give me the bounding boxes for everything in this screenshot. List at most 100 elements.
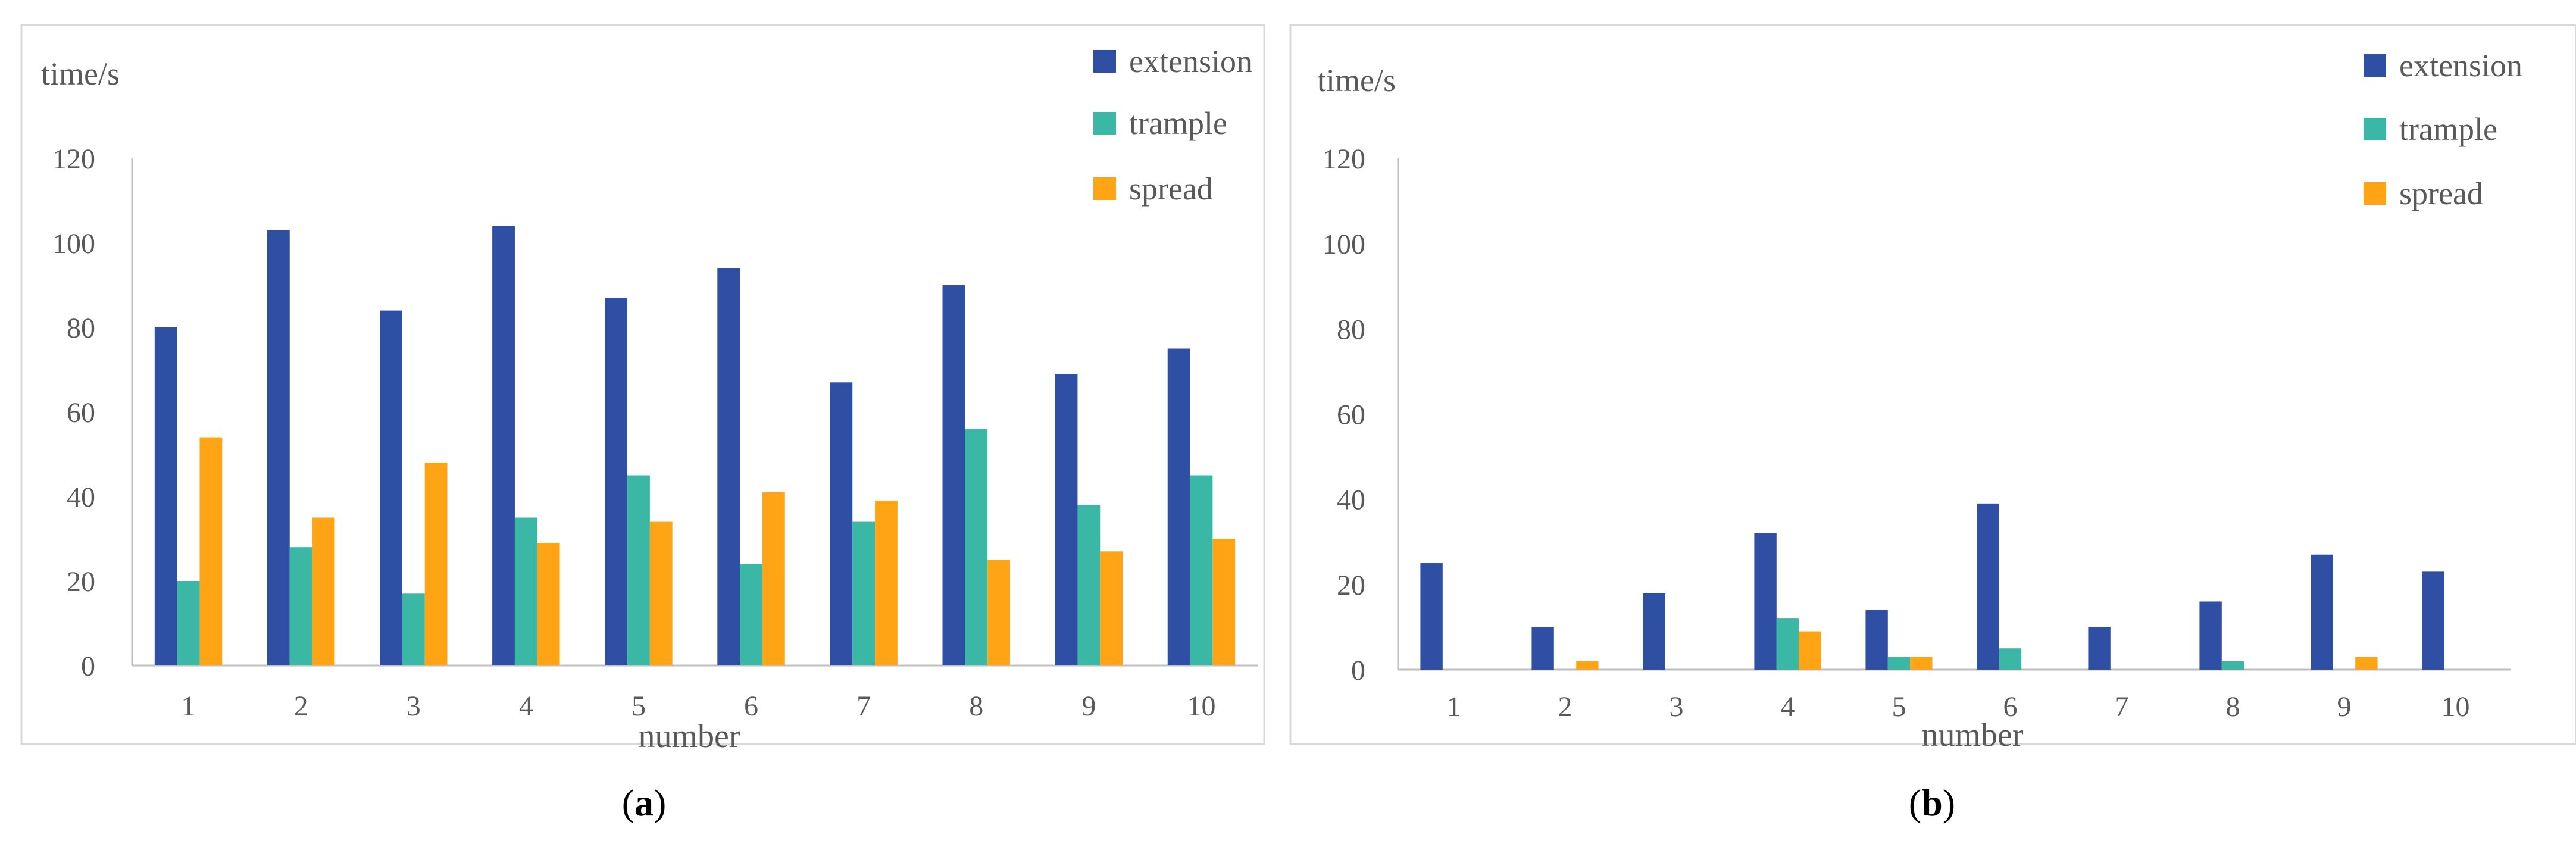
chart-b-y-tick-label: 80: [1337, 314, 1365, 345]
chart-a-bar-trample-6: [740, 564, 762, 665]
chart-b-bar-spread-9: [2355, 657, 2378, 670]
chart-b-bar-extension-3: [1643, 593, 1665, 670]
chart-a-x-tick-label: 3: [407, 690, 421, 722]
chart-a-legend-label-trample: trample: [1129, 105, 1227, 141]
chart-a-y-axis-title: time/s: [41, 56, 120, 92]
chart-b-bar-extension-2: [1531, 627, 1554, 670]
chart-b-bar-spread-4: [1799, 631, 1821, 670]
chart-b-bar-extension-1: [1420, 563, 1443, 670]
chart-b-x-tick-label: 9: [2337, 691, 2352, 723]
chart-a-bar-extension-8: [942, 285, 965, 665]
chart-a-bar-extension-7: [830, 382, 853, 665]
chart-a-bar-extension-10: [1167, 348, 1190, 665]
chart-a-bar-spread-8: [987, 560, 1010, 665]
chart-a-legend-label-spread: spread: [1129, 171, 1213, 207]
chart-a-bar-extension-2: [267, 230, 290, 665]
chart-b-svg: 0 20 40 60 80 100 120 time/s 1 2 3 4 5 6 7 8 9 10 number ex…: [1289, 24, 2576, 824]
chart-a-bar-trample-1: [177, 581, 200, 665]
chart-b-bar-trample-4: [1776, 618, 1799, 670]
chart-a-bar-spread-10: [1212, 539, 1236, 665]
chart-b-x-tick-label: 5: [1892, 691, 1906, 723]
chart-a-y-tick-label: 120: [52, 143, 95, 175]
chart-a-legend-swatch-spread: [1093, 177, 1116, 200]
chart-a-y-tick-label: 0: [81, 651, 95, 682]
chart-a-y-tick-label: 100: [52, 228, 95, 260]
chart-a-legend-swatch-extension: [1093, 50, 1116, 73]
chart-b-legend-swatch-trample: [2364, 118, 2386, 140]
chart-a-bar-spread-4: [537, 543, 560, 665]
chart-b-bar-trample-8: [2221, 661, 2244, 670]
chart-b-bar-extension-5: [1865, 610, 1888, 670]
chart-a-y-tick-label: 40: [67, 482, 95, 513]
chart-b-x-tick-label: 8: [2226, 691, 2240, 723]
chart-b-frame: [1289, 24, 2576, 745]
chart-a-bar-extension-5: [605, 298, 628, 665]
chart-a-bar-spread-1: [199, 437, 223, 665]
chart-b-x-axis-title: number: [1921, 717, 2023, 754]
chart-a-y-tick-label: 20: [67, 566, 95, 598]
chart-b-legend-label-trample: trample: [2399, 111, 2497, 147]
chart-b-bar-trample-6: [1999, 648, 2022, 670]
chart-b-bar-trample-5: [1887, 657, 1911, 670]
chart-a-bar-extension-9: [1055, 374, 1078, 665]
chart-b-y-tick-label: 20: [1337, 570, 1365, 601]
chart-panel-b: 0 20 40 60 80 100 120 time/s 1 2 3 4 5 6 7 8 9 10 number ex…: [1288, 0, 2576, 853]
chart-b-y-tick-label: 120: [1323, 143, 1365, 175]
chart-a-bar-trample-7: [852, 521, 876, 665]
chart-b-caption: (b): [1909, 782, 1955, 824]
chart-a-x-axis-title: number: [638, 718, 740, 755]
chart-a-x-tick-label: 1: [182, 690, 196, 722]
chart-a-caption: (a): [622, 782, 667, 824]
chart-b-x-tick-label: 4: [1781, 691, 1795, 723]
chart-b-x-tick-label: 3: [1670, 691, 1684, 723]
chart-b-bar-extension-8: [2199, 601, 2222, 670]
chart-panel-a: 0 20 40 60 80 100 120 time/s 1 2 3 4 5 6 7 8 9 10 number ex…: [20, 24, 1265, 824]
chart-a-legend-label-extension: extension: [1129, 43, 1252, 79]
chart-a-x-tick-label: 5: [632, 690, 646, 722]
chart-a-x-tick-label: 4: [519, 690, 533, 722]
chart-a-x-tick-label: 9: [1081, 690, 1096, 722]
chart-b-bar-extension-10: [2422, 571, 2444, 670]
chart-a-y-tick-label: 80: [67, 313, 95, 344]
chart-b-y-tick-label: 0: [1351, 655, 1365, 686]
chart-b-x-tick-label: 6: [2003, 691, 2018, 723]
chart-a-bar-trample-3: [402, 593, 425, 665]
chart-b-x-tick-label: 1: [1447, 691, 1461, 723]
chart-a-frame: [20, 24, 1265, 745]
chart-a-bar-spread-9: [1100, 551, 1123, 665]
chart-a-svg: 0 20 40 60 80 100 120 time/s 1 2 3 4 5 6 7 8 9 10 number ex…: [20, 24, 1265, 824]
chart-a-bar-spread-3: [424, 463, 448, 665]
chart-a-bar-trample-4: [514, 517, 537, 665]
chart-b-bar-extension-7: [2088, 627, 2111, 670]
chart-b-legend-label-extension: extension: [2399, 48, 2522, 83]
chart-a-bar-extension-3: [380, 310, 402, 665]
chart-a-bar-spread-7: [875, 501, 898, 665]
chart-a-bar-trample-5: [627, 475, 650, 665]
chart-a-bar-trample-8: [965, 429, 988, 665]
chart-b-bar-spread-2: [1576, 661, 1599, 670]
chart-a-bar-spread-2: [312, 517, 335, 665]
chart-a-bar-extension-1: [154, 327, 177, 665]
chart-a-bar-extension-6: [717, 268, 740, 666]
chart-a-bar-trample-9: [1077, 505, 1101, 665]
chart-b-x-tick-label: 7: [2115, 691, 2129, 723]
chart-a-bar-spread-5: [649, 521, 673, 665]
chart-a-y-tick-label: 60: [67, 397, 95, 429]
chart-b-x-tick-label: 10: [2441, 691, 2470, 723]
chart-a-bar-trample-2: [289, 547, 312, 665]
chart-a-x-tick-label: 7: [856, 690, 871, 722]
chart-a-x-tick-label: 8: [969, 690, 983, 722]
chart-b-bar-extension-9: [2311, 554, 2333, 670]
chart-a-legend-swatch-trample: [1093, 112, 1116, 135]
chart-a-x-tick-label: 6: [744, 690, 758, 722]
chart-b-bar-extension-6: [1977, 503, 1999, 670]
chart-b-bar-extension-4: [1754, 533, 1777, 670]
chart-a-bar-trample-10: [1190, 475, 1213, 665]
chart-b-y-tick-label: 60: [1337, 399, 1365, 431]
chart-b-bar-spread-5: [1910, 657, 1933, 670]
chart-b-y-tick-label: 40: [1337, 485, 1365, 516]
chart-b-y-axis-title: time/s: [1317, 63, 1396, 98]
chart-b-y-tick-label: 100: [1323, 229, 1365, 260]
chart-a-x-tick-label: 10: [1187, 690, 1215, 722]
chart-b-x-tick-label: 2: [1558, 691, 1573, 723]
